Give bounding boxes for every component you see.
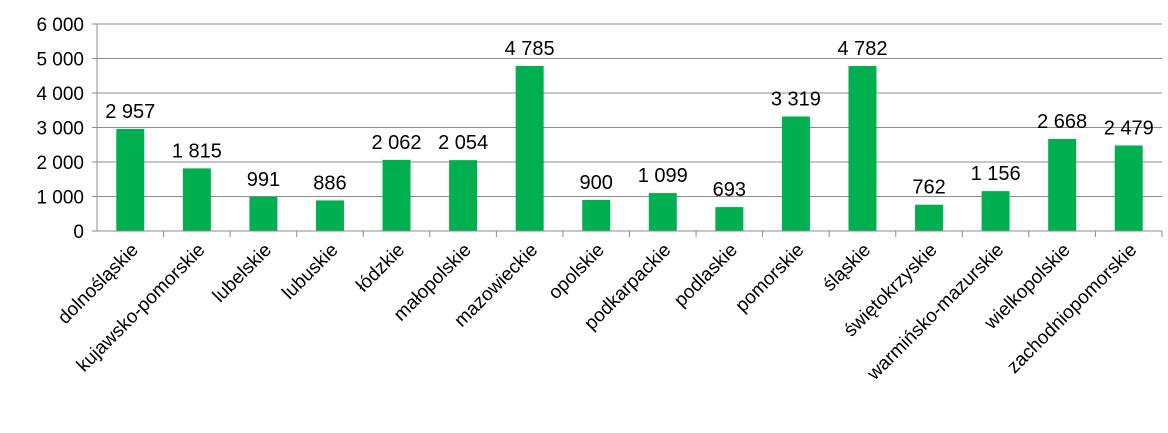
bar [1114,145,1143,231]
x-category-label: śląskie [819,240,875,296]
data-label: 3 319 [771,88,821,110]
data-label: 2 054 [438,132,488,154]
bars [116,65,1143,231]
bar [981,191,1010,231]
bar [715,207,744,231]
y-tick-label: 2 000 [36,153,84,174]
data-label: 2 668 [1037,111,1087,133]
x-category-label: kujawsko-pomorskie [73,240,210,377]
data-label: 1 099 [638,165,688,187]
data-label: 4 782 [837,38,887,60]
bar [582,199,611,231]
bar [515,65,544,231]
bar [1048,138,1077,231]
data-label: 2 062 [372,132,422,154]
data-label: 2 479 [1104,117,1154,139]
bar [382,159,411,231]
y-tick-label: 6 000 [36,15,84,36]
data-labels: 2 957 1 815 991 886 2 062 2 054 4 785 900 1 099 6… [105,38,1154,201]
y-tick-label: 0 [73,222,84,243]
y-tick-label: 1 000 [36,188,84,209]
x-category-label: pomorskie [732,240,809,317]
data-label: 1 156 [971,163,1021,185]
bar [249,196,278,231]
y-tick-label: 5 000 [36,50,84,71]
data-label: 2 957 [105,101,155,123]
y-axis: 0 1 000 2 000 3 000 4 000 5 000 6 000 [36,15,98,243]
bar [315,200,344,231]
bar [848,66,877,231]
data-label: 1 815 [172,140,222,162]
bar [915,204,944,231]
x-category-label: opolskie [545,240,609,304]
x-category-label: łódzkie [352,240,409,297]
data-label: 900 [580,172,613,194]
x-category-label: podlaskie [670,240,742,312]
y-tick-label: 4 000 [36,84,84,105]
bar [648,193,677,231]
data-label: 991 [247,169,280,191]
bar [449,160,478,231]
bar [182,168,211,231]
data-label: 762 [912,177,945,199]
data-label: 693 [713,179,746,201]
x-category-label: lubuskie [278,240,342,304]
x-category-label: zachodniopomorskie [1003,240,1141,378]
bar [781,116,810,231]
data-label: 886 [313,172,346,194]
y-tick-label: 3 000 [36,119,84,140]
data-label: 4 785 [505,38,555,60]
x-category-label: lubelskie [209,240,276,307]
bar [116,128,145,231]
